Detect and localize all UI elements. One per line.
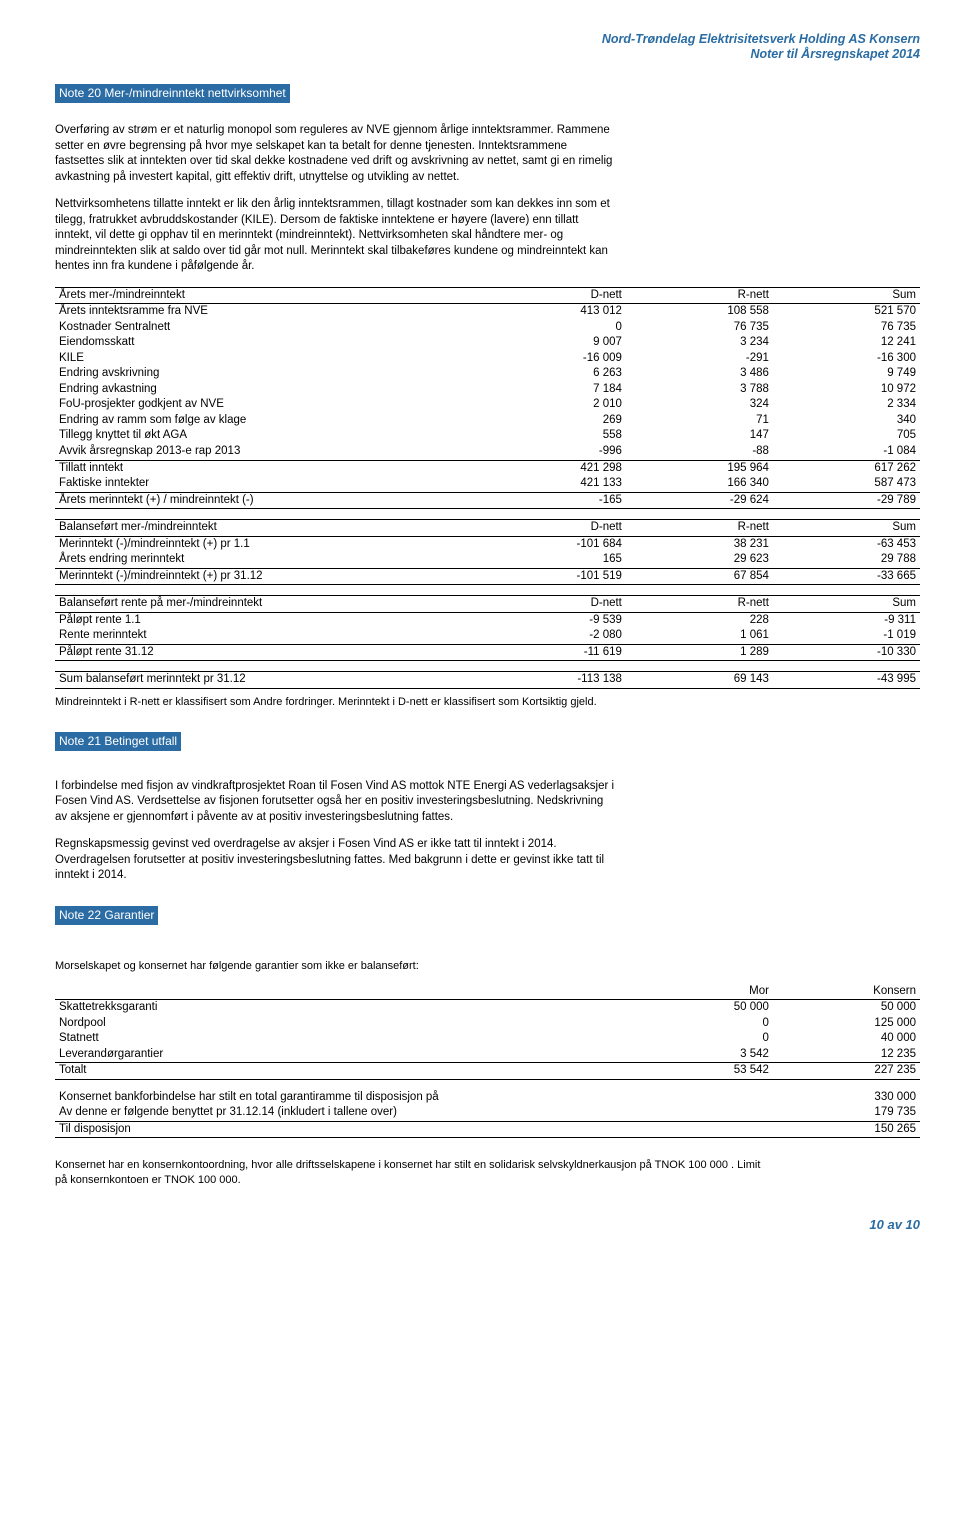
note-20: Note 20 Mer-/mindreinntekt nettvirksomhe… bbox=[55, 84, 920, 710]
table-row: Av denne er følgende benyttet pr 31.12.1… bbox=[55, 1105, 920, 1121]
table-row: KILE-16 009-291-16 300 bbox=[55, 351, 920, 367]
note-22-p1: Morselskapet og konsernet har følgende g… bbox=[55, 959, 920, 974]
table-row: Endring avskrivning6 2633 4869 749 bbox=[55, 366, 920, 382]
table-row: Statnett040 000 bbox=[55, 1031, 920, 1047]
table-disposisjon: Konsernet bankforbindelse har stilt en t… bbox=[55, 1090, 920, 1139]
table-garantier: Mor Konsern Skattetrekksgaranti50 00050 … bbox=[55, 984, 920, 1080]
table-row: Eiendomsskatt9 0073 23412 241 bbox=[55, 335, 920, 351]
note-20-p2: Nettvirksomhetens tillatte inntekt er li… bbox=[55, 197, 615, 275]
table-balanse: Balanseført mer-/mindreinntekt D-nett R-… bbox=[55, 519, 920, 585]
note-20-title: Note 20 Mer-/mindreinntekt nettvirksomhe… bbox=[55, 84, 290, 103]
note-21-p1: I forbindelse med fisjon av vindkraftpro… bbox=[55, 779, 615, 826]
note-22: Note 22 Garantier Morselskapet og konser… bbox=[55, 906, 920, 1188]
page-number: 10 av 10 bbox=[55, 1216, 920, 1234]
table-row: Årets endring merinntekt16529 62329 788 bbox=[55, 552, 920, 568]
table-row: FoU-prosjekter godkjent av NVE2 0103242 … bbox=[55, 397, 920, 413]
doc-header-l1: Nord-Trøndelag Elektrisitetsverk Holding… bbox=[55, 32, 920, 47]
table-row: Endring avkastning7 1843 78810 972 bbox=[55, 382, 920, 398]
table-hdr: Årets mer-/mindreinntekt D-nett R-nett S… bbox=[55, 287, 920, 304]
table-total: Årets merinntekt (+) / mindreinntekt (-)… bbox=[55, 492, 920, 509]
doc-header-l2: Noter til Årsregnskapet 2014 bbox=[55, 47, 920, 62]
note-21: Note 21 Betinget utfall I forbindelse me… bbox=[55, 732, 920, 884]
table-total: Merinntekt (-)/mindreinntekt (+) pr 31.1… bbox=[55, 568, 920, 585]
table-row: Konsernet bankforbindelse har stilt en t… bbox=[55, 1090, 920, 1106]
table-row: Kostnader Sentralnett076 73576 735 bbox=[55, 320, 920, 336]
col-sum: Sum bbox=[773, 287, 920, 304]
table-hdr: Balanseført rente på mer-/mindreinntekt … bbox=[55, 596, 920, 613]
note-20-p1: Overføring av strøm er et naturlig monop… bbox=[55, 123, 615, 185]
table-row: Tillatt inntekt421 298195 964617 262 bbox=[55, 460, 920, 476]
table-row: Leverandørgarantier3 54212 235 bbox=[55, 1047, 920, 1063]
table-row: Faktiske inntekter421 133166 340587 473 bbox=[55, 476, 920, 492]
table-total: Til disposisjon150 265 bbox=[55, 1121, 920, 1138]
col-label: Årets mer-/mindreinntekt bbox=[55, 287, 479, 304]
table-total: Påløpt rente 31.12-11 6191 289-10 330 bbox=[55, 644, 920, 661]
table-total: Totalt53 542227 235 bbox=[55, 1063, 920, 1080]
table-row: Påløpt rente 1.1-9 539228-9 311 bbox=[55, 612, 920, 628]
doc-header: Nord-Trøndelag Elektrisitetsverk Holding… bbox=[55, 32, 920, 62]
table-row: Skattetrekksgaranti50 00050 000 bbox=[55, 1000, 920, 1016]
col-rnett: R-nett bbox=[626, 287, 773, 304]
table-row: Endring av ramm som følge av klage269713… bbox=[55, 413, 920, 429]
table-row: Avvik årsregnskap 2013-e rap 2013-996-88… bbox=[55, 444, 920, 460]
note-21-title: Note 21 Betinget utfall bbox=[55, 732, 181, 751]
table-mermindre: Årets mer-/mindreinntekt D-nett R-nett S… bbox=[55, 287, 920, 509]
col-dnett: D-nett bbox=[479, 287, 626, 304]
note-22-p2: Konsernet har en konsernkontoordning, hv… bbox=[55, 1158, 775, 1188]
note-20-p3: Mindreinntekt i R-nett er klassifisert s… bbox=[55, 695, 920, 710]
table-hdr: Balanseført mer-/mindreinntekt D-nett R-… bbox=[55, 520, 920, 537]
table-total: Sum balanseført merinntekt pr 31.12-113 … bbox=[55, 672, 920, 689]
table-rente: Balanseført rente på mer-/mindreinntekt … bbox=[55, 595, 920, 661]
table-row: Årets inntektsramme fra NVE413 012108 55… bbox=[55, 304, 920, 320]
note-22-title: Note 22 Garantier bbox=[55, 906, 158, 925]
note-21-p2: Regnskapsmessig gevinst ved overdragelse… bbox=[55, 837, 615, 884]
table-hdr: Mor Konsern bbox=[55, 984, 920, 1000]
table-row: Tillegg knyttet til økt AGA558147705 bbox=[55, 428, 920, 444]
table-row: Merinntekt (-)/mindreinntekt (+) pr 1.1-… bbox=[55, 536, 920, 552]
table-row: Nordpool0125 000 bbox=[55, 1016, 920, 1032]
table-sum-balanse: Sum balanseført merinntekt pr 31.12-113 … bbox=[55, 671, 920, 689]
table-row: Rente merinntekt-2 0801 061-1 019 bbox=[55, 628, 920, 644]
